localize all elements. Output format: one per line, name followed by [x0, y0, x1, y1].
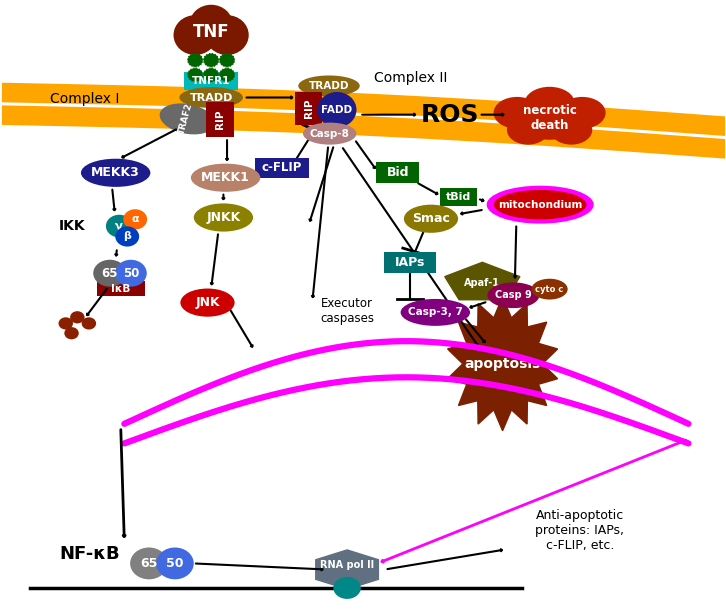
Text: RNA pol II: RNA pol II [320, 560, 374, 569]
Text: Bid: Bid [386, 166, 409, 180]
Text: 65: 65 [140, 557, 158, 570]
Ellipse shape [205, 15, 249, 55]
Ellipse shape [191, 164, 261, 192]
Text: IκB: IκB [111, 284, 131, 293]
Text: TRAF2: TRAF2 [177, 102, 195, 136]
Text: γ: γ [115, 220, 123, 232]
Text: β: β [123, 231, 131, 242]
FancyBboxPatch shape [206, 102, 234, 137]
Text: necrotic
death: necrotic death [523, 104, 576, 132]
Text: Apaf-1: Apaf-1 [465, 278, 500, 288]
Text: NF-κB: NF-κB [60, 545, 120, 563]
Text: cyto c: cyto c [536, 285, 563, 293]
Text: Casp-8: Casp-8 [310, 129, 350, 138]
Ellipse shape [187, 54, 203, 67]
Ellipse shape [115, 226, 139, 247]
Text: IAPs: IAPs [395, 256, 425, 269]
Polygon shape [316, 550, 378, 589]
Ellipse shape [486, 186, 594, 224]
Polygon shape [445, 263, 520, 300]
Ellipse shape [558, 97, 605, 129]
Ellipse shape [203, 54, 219, 67]
Text: TRADD: TRADD [309, 81, 349, 91]
Ellipse shape [219, 54, 234, 67]
Ellipse shape [487, 282, 539, 308]
Ellipse shape [187, 68, 203, 82]
Ellipse shape [93, 260, 126, 287]
Ellipse shape [303, 122, 356, 145]
Ellipse shape [494, 97, 541, 129]
Text: 65: 65 [102, 267, 118, 280]
FancyBboxPatch shape [255, 157, 309, 178]
Text: α: α [131, 215, 139, 224]
Ellipse shape [123, 209, 147, 229]
FancyBboxPatch shape [295, 92, 322, 125]
Ellipse shape [156, 547, 194, 579]
Ellipse shape [404, 205, 458, 233]
Text: TNFR1: TNFR1 [192, 76, 230, 86]
Text: Complex I: Complex I [50, 92, 119, 106]
Ellipse shape [174, 15, 217, 55]
Ellipse shape [524, 87, 575, 121]
Ellipse shape [160, 103, 215, 135]
Text: 50: 50 [166, 557, 184, 570]
FancyBboxPatch shape [376, 162, 420, 183]
Text: Smac: Smac [412, 212, 450, 225]
Text: IKK: IKK [59, 219, 86, 233]
FancyBboxPatch shape [184, 72, 238, 90]
Text: Anti-apoptotic
proteins: IAPs,
c-FLIP, etc.: Anti-apoptotic proteins: IAPs, c-FLIP, e… [536, 509, 624, 552]
Text: Casp 9: Casp 9 [495, 290, 532, 300]
Text: Casp-3, 7: Casp-3, 7 [408, 308, 462, 317]
Text: ROS: ROS [420, 103, 479, 127]
Ellipse shape [59, 317, 73, 330]
Ellipse shape [401, 299, 470, 326]
Text: mitochondium: mitochondium [498, 200, 582, 210]
Ellipse shape [81, 317, 96, 330]
Ellipse shape [203, 68, 219, 82]
Ellipse shape [507, 115, 549, 145]
Text: TNF: TNF [193, 23, 229, 41]
Text: c-FLIP: c-FLIP [262, 161, 302, 175]
Ellipse shape [106, 215, 133, 237]
Ellipse shape [70, 311, 84, 323]
Text: Executor
caspases: Executor caspases [320, 296, 374, 325]
Ellipse shape [298, 76, 360, 97]
Ellipse shape [194, 204, 253, 232]
FancyBboxPatch shape [440, 188, 477, 207]
Text: FADD: FADD [322, 105, 353, 115]
Text: MEKK3: MEKK3 [91, 166, 140, 180]
Text: RIP: RIP [303, 99, 314, 118]
FancyBboxPatch shape [384, 252, 436, 273]
Ellipse shape [65, 327, 79, 339]
Text: TRADD: TRADD [189, 92, 233, 103]
Ellipse shape [494, 190, 587, 220]
Ellipse shape [130, 547, 168, 579]
Ellipse shape [531, 279, 568, 300]
Ellipse shape [517, 104, 582, 140]
Text: Complex II: Complex II [374, 71, 447, 85]
Ellipse shape [219, 68, 234, 82]
Ellipse shape [179, 87, 243, 108]
FancyBboxPatch shape [97, 280, 144, 296]
Text: JNK: JNK [195, 296, 220, 309]
Ellipse shape [317, 92, 356, 127]
Text: tBid: tBid [446, 192, 471, 202]
Ellipse shape [550, 115, 592, 145]
Ellipse shape [180, 288, 234, 317]
Text: JNKK: JNKK [206, 211, 240, 224]
Text: RIP: RIP [215, 110, 225, 129]
Polygon shape [448, 297, 558, 430]
Text: 50: 50 [123, 267, 139, 280]
Ellipse shape [189, 5, 233, 44]
Text: MEKK1: MEKK1 [201, 171, 250, 184]
Text: apoptosis: apoptosis [465, 357, 541, 371]
Ellipse shape [81, 159, 150, 187]
Ellipse shape [115, 260, 147, 287]
Ellipse shape [333, 577, 361, 599]
